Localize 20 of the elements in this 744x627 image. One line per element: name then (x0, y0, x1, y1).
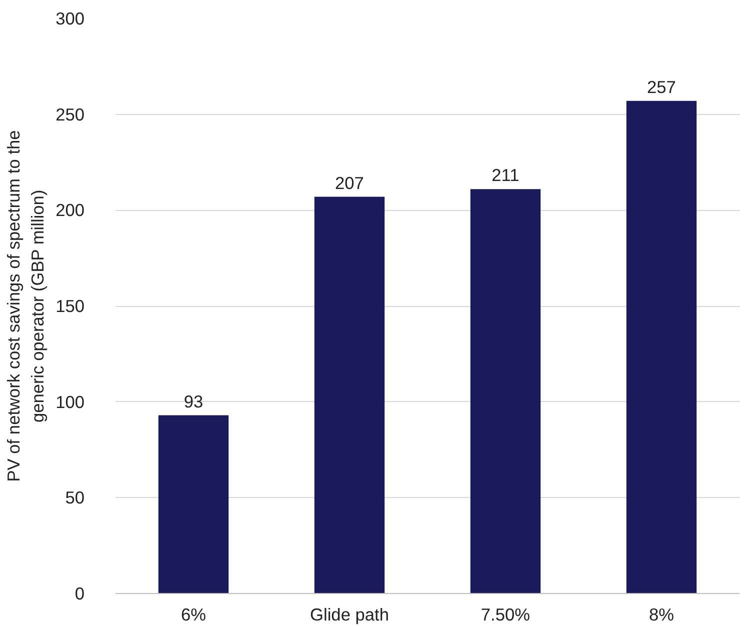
data-label: 93 (184, 391, 204, 412)
bar (314, 196, 385, 594)
y-tick-label: 50 (65, 488, 85, 508)
bar (158, 415, 229, 594)
y-tick-label: 200 (56, 200, 85, 220)
y-tick-label: 0 (74, 584, 85, 604)
data-label: 211 (492, 165, 520, 186)
x-tick-label: Glide path (310, 604, 390, 624)
y-tick-label: 250 (56, 104, 85, 124)
y-axis-title: PV of network cost savings of spectrum to the generic operator (GBP million) (4, 130, 48, 482)
x-tick-label: 6% (180, 604, 206, 624)
data-label: 257 (647, 76, 676, 97)
y-tick-label: 100 (56, 392, 85, 412)
y-tick-label: 300 (56, 8, 85, 28)
bar (626, 100, 697, 594)
bar (470, 189, 541, 594)
x-tick-label: 8% (648, 604, 674, 624)
y-tick-label: 150 (56, 296, 85, 316)
data-label: 207 (335, 172, 364, 193)
x-tick-label: 7.50% (480, 604, 530, 624)
